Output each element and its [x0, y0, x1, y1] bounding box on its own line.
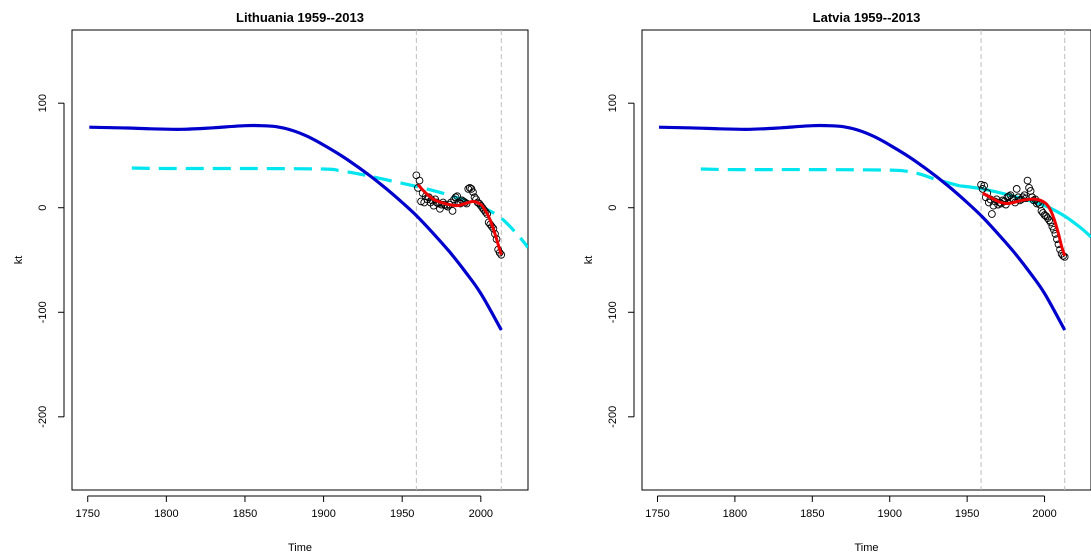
x-tick-label: 1800 [154, 508, 178, 520]
y-axis-label: kt [13, 256, 25, 265]
x-tick-label: 1750 [645, 508, 669, 520]
x-axis-label: Time [288, 542, 312, 554]
x-tick-label: 1800 [723, 508, 747, 520]
plot-area [89, 30, 528, 490]
x-tick-label: 1950 [390, 508, 414, 520]
series-line-forecast [959, 186, 1091, 237]
x-tick-label: 1950 [955, 508, 979, 520]
panel-2: Latvia 1959--2013 1750 1800 1850 1900 1950 200… [583, 10, 1091, 554]
series-line-forecast [701, 169, 960, 186]
y-tick-label: -100 [37, 301, 49, 323]
data-point [416, 177, 423, 184]
y-tick-label: -100 [607, 301, 619, 323]
data-point [989, 211, 996, 218]
series-line-forecast [132, 168, 528, 248]
data-point [449, 207, 456, 214]
y-tick-label: -200 [37, 406, 49, 428]
x-axis-label: Time [854, 542, 878, 554]
y-tick-label: -200 [607, 406, 619, 428]
data-point [990, 202, 997, 209]
series-line-long-fit [89, 125, 501, 330]
plot-area [659, 30, 1091, 490]
x-tick-label: 1900 [311, 508, 335, 520]
data-point [1024, 177, 1031, 184]
x-tick-label: 1900 [877, 508, 901, 520]
chart-title: Lithuania 1959--2013 [236, 10, 364, 25]
data-point [1013, 186, 1020, 193]
y-axis-label: kt [583, 256, 595, 265]
y-tick-label: 0 [37, 205, 49, 211]
series-line-long-fit [659, 125, 1065, 330]
plot-frame [72, 30, 528, 490]
panel-1: Lithuania 1959--2013 1750 1800 1850 1900 1950… [13, 10, 528, 554]
y-tick-label: 100 [37, 94, 49, 112]
x-tick-label: 1850 [800, 508, 824, 520]
chart-title: Latvia 1959--2013 [813, 10, 921, 25]
y-tick-label: 100 [607, 94, 619, 112]
x-tick-label: 2000 [1032, 508, 1056, 520]
x-tick-label: 1850 [233, 508, 257, 520]
plot-frame [642, 30, 1091, 490]
y-tick-label: 0 [607, 205, 619, 211]
series-line-smooth [418, 185, 501, 255]
x-tick-label: 1750 [75, 508, 99, 520]
x-tick-label: 2000 [469, 508, 493, 520]
